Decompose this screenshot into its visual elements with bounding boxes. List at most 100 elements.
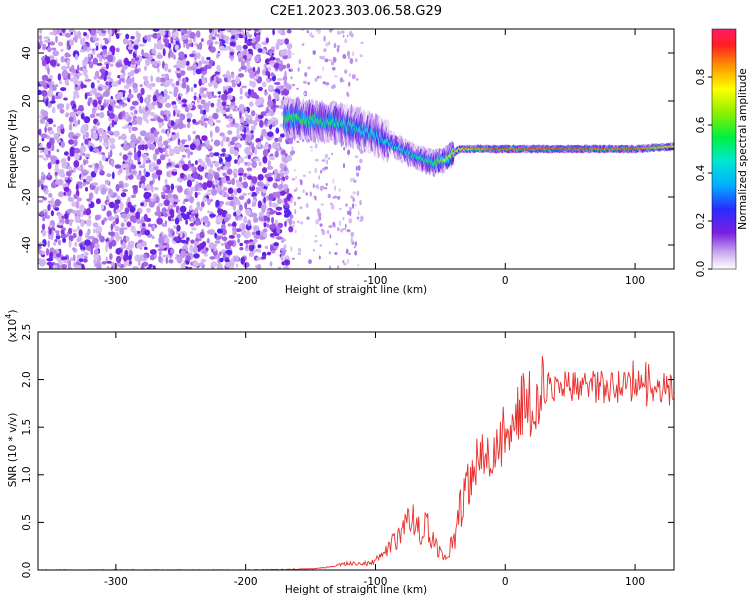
heatmap-cell: [148, 200, 155, 208]
heatmap-cell: [245, 208, 252, 216]
heatmap-cell: [143, 213, 148, 222]
heatmap-cell: [186, 148, 191, 154]
heatmap-cell: [233, 196, 239, 202]
heatmap-cell: [82, 67, 86, 75]
heatmap-cell: [292, 257, 295, 260]
heatmap-cell: [139, 96, 144, 104]
heatmap-cell: [186, 84, 190, 93]
heatmap-cell: [224, 261, 232, 268]
heatmap-cell: [283, 79, 288, 87]
heatmap-cell: [74, 152, 80, 161]
heatmap-cell: [268, 193, 274, 201]
heatmap-cell: [197, 191, 201, 196]
heatmap-cell: [276, 38, 282, 46]
heatmap-cell: [55, 95, 61, 100]
heatmap-cell: [158, 121, 163, 129]
heatmap-cell: [95, 113, 100, 117]
heatmap-cell: [186, 42, 190, 50]
heatmap-cell: [174, 164, 180, 168]
heatmap-cell: [153, 129, 158, 137]
heatmap-cell: [120, 222, 125, 228]
heatmap-cell: [236, 77, 241, 85]
heatmap-cell: [332, 84, 336, 89]
heatmap-cell: [49, 41, 55, 46]
heatmap-cell: [167, 204, 174, 209]
heatmap-cell: [67, 260, 72, 268]
heatmap-cell: [110, 149, 113, 158]
heatmap-cell: [160, 191, 165, 196]
heatmap-cell: [214, 161, 220, 168]
heatmap-cell: [329, 234, 332, 239]
heatmap-cell: [141, 49, 145, 56]
heatmap-cell: [180, 263, 186, 269]
heatmap-cell: [227, 94, 233, 101]
heatmap-cell: [101, 261, 107, 265]
heatmap-cell: [112, 220, 116, 227]
heatmap-cell: [225, 250, 232, 254]
heatmap-cell: [313, 239, 318, 243]
heatmap-cell: [189, 151, 193, 156]
heatmap-cell: [206, 238, 210, 244]
heatmap-cell: [181, 139, 186, 145]
heatmap-cell: [143, 191, 151, 200]
heatmap-cell: [277, 173, 280, 181]
heatmap-cell: [143, 52, 150, 58]
heatmap-cell: [272, 29, 275, 36]
heatmap-cell: [235, 263, 239, 268]
heatmap-cell: [341, 30, 345, 34]
heatmap-cell: [155, 196, 160, 204]
heatmap-cell: [230, 102, 236, 106]
heatmap-cell: [253, 234, 261, 240]
heatmap-cell: [197, 104, 203, 109]
heatmap-cell: [47, 204, 51, 211]
heatmap-cell: [122, 90, 126, 94]
heatmap-cell: [63, 97, 68, 101]
heatmap-cell: [110, 160, 115, 164]
heatmap-cell: [270, 210, 277, 214]
heatmap-cell: [342, 79, 345, 83]
heatmap-cell: [235, 228, 242, 233]
heatmap-cell: [76, 238, 80, 243]
heatmap-cell: [60, 123, 64, 130]
heatmap-cell: [187, 134, 191, 142]
heatmap-cell: [98, 145, 102, 151]
heatmap-cell: [250, 212, 258, 218]
heatmap-cell: [162, 48, 166, 57]
heatmap-cell: [117, 79, 122, 85]
heatmap-x-tick-label: -100: [364, 275, 388, 287]
heatmap-cell: [119, 164, 125, 169]
heatmap-cell: [276, 206, 282, 210]
heatmap-cell: [216, 53, 219, 59]
heatmap-cell: [57, 73, 62, 81]
heatmap-cell: [143, 168, 147, 176]
heatmap-cell: [64, 151, 69, 156]
heatmap-cell: [324, 58, 329, 63]
heatmap-cell: [154, 166, 159, 171]
heatmap-cell: [264, 174, 271, 178]
heatmap-cell: [303, 80, 307, 84]
heatmap-cell: [269, 261, 273, 267]
heatmap-cell: [138, 43, 145, 47]
heatmap-cell: [130, 36, 135, 40]
heatmap-cell: [104, 39, 110, 45]
heatmap-cell: [170, 218, 175, 222]
heatmap-x-tick-label: 0: [502, 275, 509, 287]
heatmap-cell: [246, 167, 253, 172]
heatmap-cell: [239, 125, 243, 132]
heatmap-cell: [120, 69, 126, 74]
heatmap-cell: [127, 93, 134, 99]
heatmap-cell: [181, 77, 187, 83]
heatmap-cell: [254, 55, 261, 63]
heatmap-cell: [251, 143, 255, 150]
heatmap-cell: [234, 159, 238, 164]
heatmap-cell: [269, 156, 275, 161]
heatmap-cell: [317, 29, 321, 34]
heatmap-cell: [45, 248, 50, 256]
heatmap-cell: [293, 169, 296, 172]
heatmap-cell: [360, 215, 364, 221]
heatmap-cell: [115, 105, 121, 109]
heatmap-cell: [61, 161, 68, 169]
heatmap-cell: [192, 62, 197, 71]
heatmap-cell: [264, 183, 270, 187]
heatmap-cell: [244, 54, 247, 61]
